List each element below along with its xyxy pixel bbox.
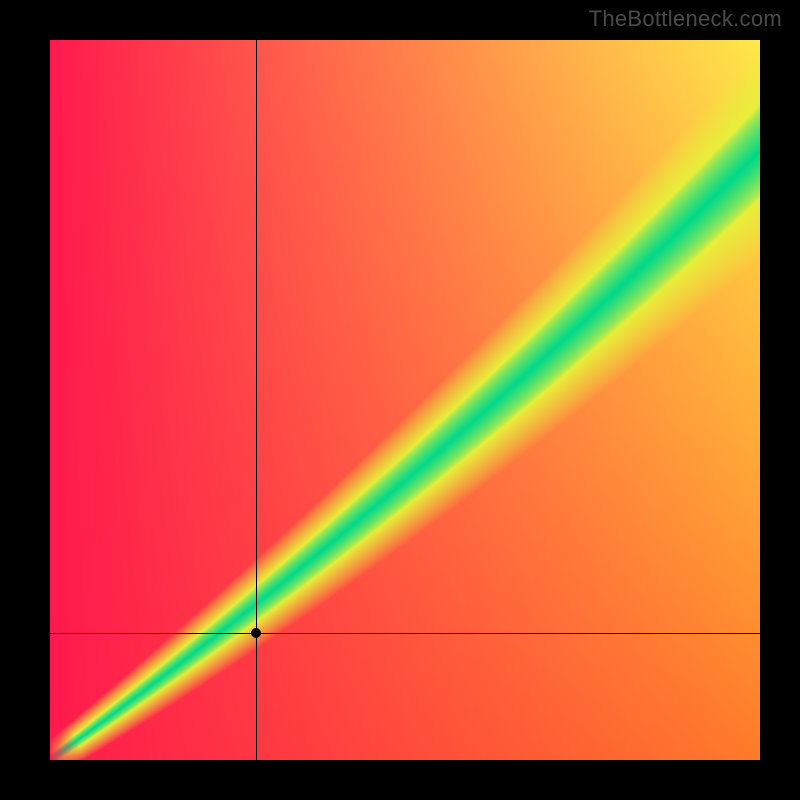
- heatmap-plot-area: [50, 40, 760, 760]
- watermark-text: TheBottleneck.com: [589, 6, 782, 32]
- crosshair-horizontal: [50, 633, 760, 634]
- crosshair-marker: [251, 628, 261, 638]
- heatmap-canvas: [50, 40, 760, 760]
- crosshair-vertical: [256, 40, 257, 760]
